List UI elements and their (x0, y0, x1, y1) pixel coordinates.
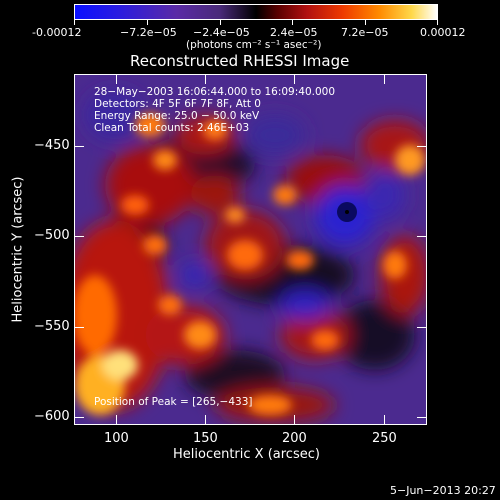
generated-timestamp: 5−Jun−2013 20:27 (390, 484, 496, 497)
x-axis-label: Heliocentric X (arcsec) (173, 447, 320, 462)
x-tick-label: 250 (372, 431, 397, 446)
colorbar-units-label: (photons cm⁻² s⁻¹ asec⁻²) (186, 39, 322, 51)
detectors-label: Detectors: 4F 5F 6F 7F 8F, Att 0 (94, 98, 261, 110)
algorithm-counts-label: Clean Total counts: 2.46E+03 (94, 122, 250, 134)
rhessi-heatmap (75, 75, 426, 424)
colorbar-tick-label: −2.4e−05 (193, 26, 250, 39)
colorbar-tick-label: 0.00012 (420, 26, 466, 39)
y-tick-label: −550 (34, 319, 70, 334)
colorbar-gradient (75, 5, 437, 19)
energy-range-label: Energy Range: 25.0 − 50.0 keV (94, 110, 260, 122)
colorbar-tick-label: -0.00012 (32, 26, 82, 39)
y-tick-label: −450 (34, 138, 70, 153)
peak-position-label: Position of Peak = [265,−433] (94, 396, 253, 408)
observation-time-label: 28−May−2003 16:06:44.000 to 16:09:40.000 (94, 86, 336, 98)
colorbar-tick-label: 7.2e−05 (341, 26, 389, 39)
x-tick-label: 100 (104, 431, 129, 446)
colorbar-tick-label: 2.4e−05 (270, 26, 318, 39)
y-tick-label: −500 (34, 228, 70, 243)
y-tick-label: −600 (34, 409, 70, 424)
x-tick-label: 200 (282, 431, 307, 446)
image-title: Reconstructed RHESSI Image (130, 52, 350, 70)
colorbar (74, 4, 438, 20)
colorbar-tick-label: −7.2e−05 (120, 26, 177, 39)
image-plot-area (74, 74, 427, 425)
x-tick-label: 150 (193, 431, 218, 446)
y-axis-label: Heliocentric Y (arcsec) (10, 176, 26, 323)
